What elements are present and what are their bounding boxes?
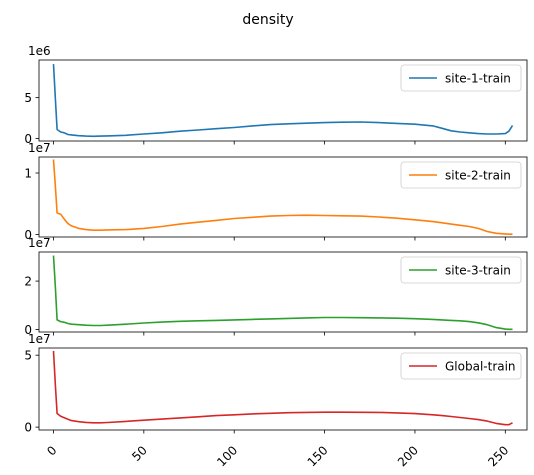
x-tick-label: 150: [305, 443, 331, 469]
legend-box: [400, 256, 522, 284]
figure-title: density: [242, 12, 293, 28]
panel-1: 0 5 1e6 site-1-train: [24, 44, 528, 146]
panel-3: 0 2 1e7 site-3-train: [24, 236, 528, 337]
x-tick-label: 200: [395, 443, 421, 469]
legend-box: [400, 161, 522, 189]
x-tick-label: 50: [129, 443, 150, 464]
y-tick-label: 0: [24, 323, 32, 337]
y-tick-label: 1: [24, 166, 32, 180]
panel-2: 0 1 1e7 site-2-train: [24, 141, 528, 242]
y-scale-exponent: 1e7: [28, 332, 51, 346]
legend-label: site-1-train: [445, 71, 511, 85]
y-scale-exponent: 1e7: [28, 141, 51, 155]
axes-frame: [38, 251, 528, 333]
series-line-4: [52, 350, 513, 426]
axes-frame: [38, 59, 528, 142]
y-scale-exponent: 1e6: [28, 44, 51, 58]
x-tick-label: 250: [485, 443, 511, 469]
series-line-2: [52, 159, 513, 235]
y-tick-label: 0: [24, 228, 32, 242]
y-tick-label: 5: [24, 91, 32, 105]
panel-4: 0 5 1e7 Global-train: [24, 332, 528, 434]
y-tick-label: 5: [24, 348, 32, 362]
series-line-1: [52, 64, 514, 138]
legend-box: [400, 352, 522, 380]
legend-label: site-3-train: [445, 263, 511, 277]
y-tick-label: 2: [24, 274, 32, 288]
axes-frame: [38, 156, 528, 238]
y-tick-label: 0: [24, 420, 32, 434]
legend-label: Global-train: [445, 359, 516, 373]
legend-box: [400, 64, 522, 92]
axes-frame: [38, 347, 528, 431]
y-tick-label: 0: [24, 132, 32, 146]
series-line-3: [52, 255, 513, 331]
legend-label: site-2-train: [445, 168, 511, 182]
x-tick-label: 100: [214, 443, 240, 469]
y-scale-exponent: 1e7: [28, 236, 51, 250]
x-tick-label: 0: [44, 443, 59, 458]
